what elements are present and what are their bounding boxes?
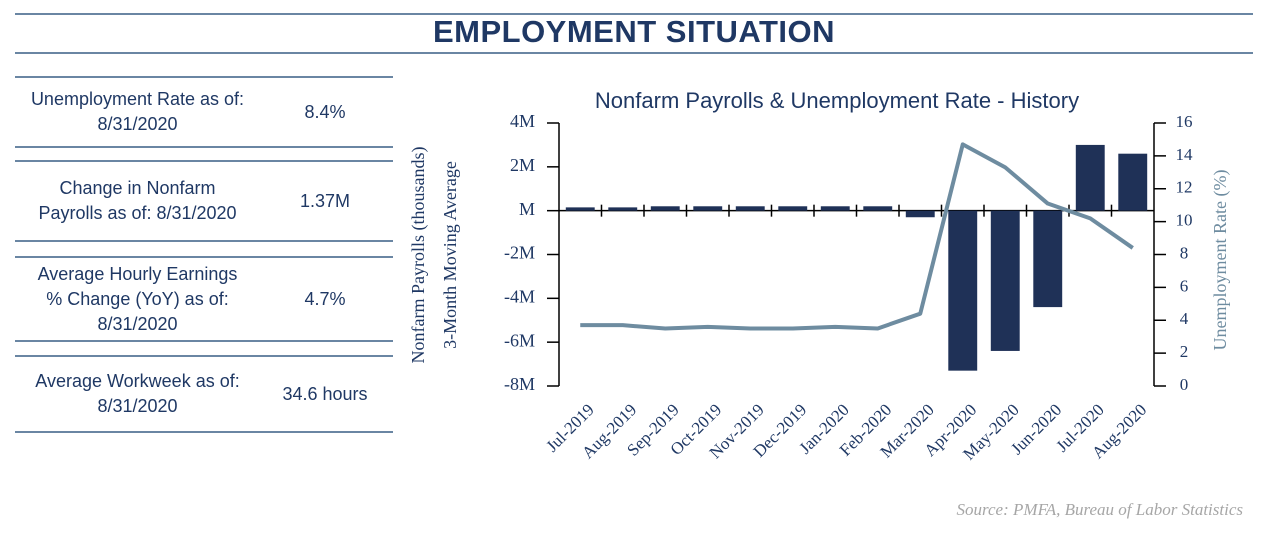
label-line: 8/31/2020	[97, 313, 178, 334]
table-row: Unemployment Rate as of: 8/31/2020 8.4%	[15, 76, 393, 148]
bar	[693, 206, 723, 211]
bar	[990, 210, 1020, 351]
label-line: 8/31/2020	[97, 114, 178, 134]
bar	[650, 206, 680, 211]
bar	[565, 207, 595, 211]
y-tick-label: -2M	[504, 243, 535, 263]
row-value: 4.7%	[304, 288, 346, 309]
row-value: 34.6 hours	[282, 383, 368, 404]
y2-tick-label: 2	[1180, 342, 1189, 361]
label-line: 8/31/2020	[97, 396, 178, 416]
bar	[863, 206, 893, 211]
y2-tick-label: 10	[1176, 211, 1193, 230]
y2-tick-label: 12	[1176, 178, 1193, 197]
row-label: Average Hourly Earnings % Change (YoY) as…	[15, 262, 260, 337]
rule	[15, 13, 1253, 15]
row-label: Change in Nonfarm Payrolls as of: 8/31/20…	[15, 176, 260, 226]
bar	[905, 210, 935, 218]
bar	[1075, 144, 1105, 211]
y2-tick-label: 14	[1176, 145, 1194, 164]
y-tick-label: M	[519, 199, 535, 219]
y2-tick-label: 16	[1176, 112, 1193, 131]
y2-tick-label: 6	[1180, 276, 1189, 295]
y-tick-label: -6M	[504, 330, 535, 350]
y-tick-label: 4M	[510, 111, 535, 131]
label-line: Average Workweek as of:	[35, 371, 240, 391]
bar	[778, 206, 808, 211]
line	[580, 142, 1134, 331]
bar	[1118, 153, 1148, 211]
y-axis-label: Nonfarm Payrolls (thousands)	[408, 147, 429, 364]
label-line: Payrolls as of: 8/31/2020	[38, 203, 237, 223]
table-row: Change in Nonfarm Payrolls as of: 8/31/20…	[15, 160, 393, 242]
y2-tick-label: 4	[1180, 309, 1189, 328]
bar	[820, 206, 850, 211]
y-axis-label: 3-Month Moving Average	[440, 161, 460, 349]
y2-axis-label: Unemployment Rate (%)	[1210, 170, 1231, 351]
chart-title: Nonfarm Payrolls & Unemployment Rate - H…	[595, 88, 1079, 113]
source: Source: PMFA, Bureau of Labor Statistics	[957, 500, 1244, 519]
row-label: Unemployment Rate as of: 8/31/2020	[15, 87, 260, 137]
bar	[948, 210, 978, 371]
row-value: 8.4%	[304, 101, 346, 122]
y2-tick-label: 8	[1180, 243, 1189, 262]
bar	[735, 206, 765, 211]
y-tick-label: 2M	[510, 155, 535, 175]
row-label: Average Workweek as of: 8/31/2020	[15, 369, 260, 419]
label-line: Unemployment Rate as of:	[30, 89, 245, 109]
bar	[608, 207, 638, 211]
page-title: EMPLOYMENT SITUATION	[432, 14, 836, 49]
table-row: Average Workweek as of: 8/31/2020 34.6 ho…	[15, 355, 393, 433]
row-value: 1.37M	[299, 190, 351, 211]
y-tick-label: -4M	[504, 286, 535, 306]
label-line: Change in Nonfarm	[59, 178, 216, 198]
table-row: Average Hourly Earnings % Change (YoY) as…	[15, 256, 393, 342]
label-line: Average Hourly Earnings	[37, 263, 238, 284]
label-line: % Change (YoY) as of:	[46, 288, 229, 309]
y-tick-label: -8M	[504, 374, 535, 394]
bar	[1033, 210, 1063, 308]
y2-tick-label: 0	[1180, 375, 1189, 394]
rule	[15, 52, 1253, 54]
